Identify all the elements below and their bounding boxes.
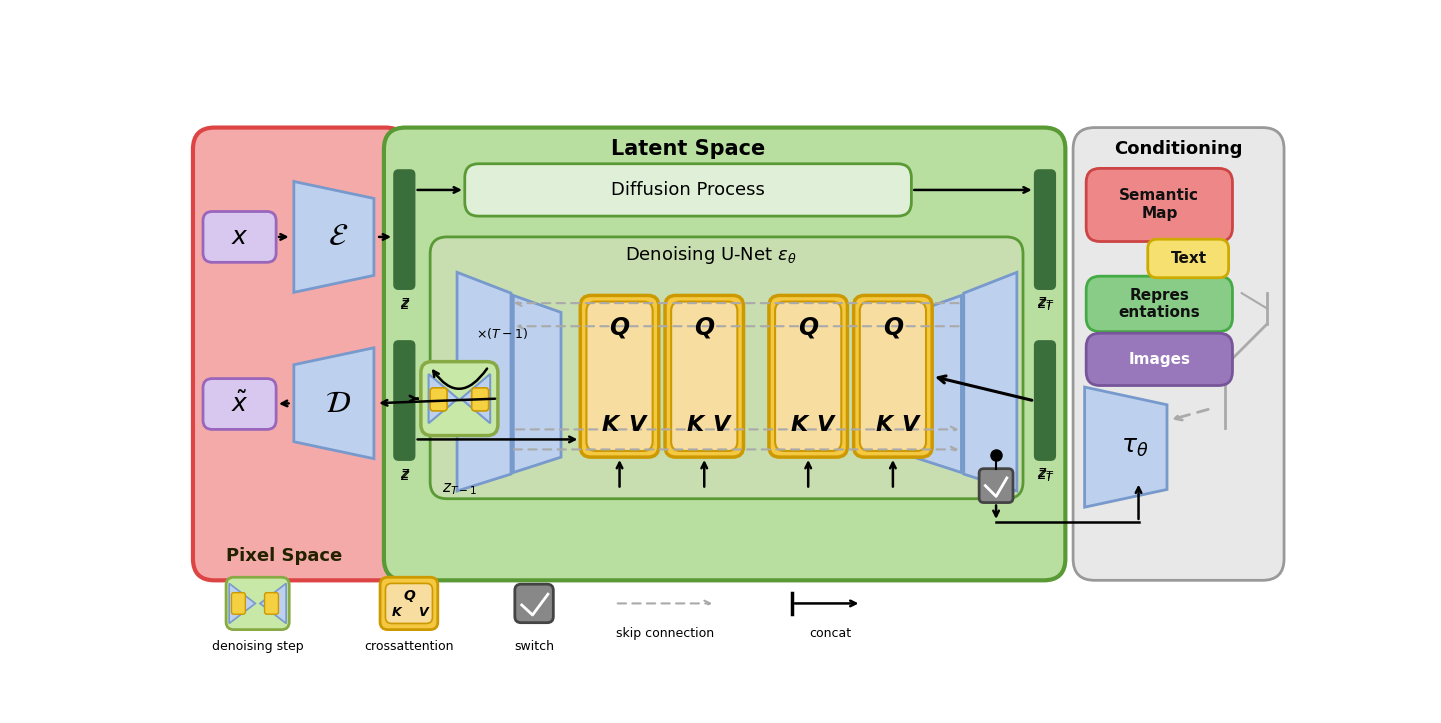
FancyBboxPatch shape	[1087, 276, 1232, 332]
Text: $\tilde{x}$: $\tilde{x}$	[231, 391, 248, 416]
FancyBboxPatch shape	[1074, 127, 1284, 581]
FancyBboxPatch shape	[471, 388, 488, 411]
Text: Text: Text	[1170, 251, 1206, 266]
Text: Q: Q	[883, 316, 904, 340]
Text: denoising step: denoising step	[212, 641, 304, 654]
FancyBboxPatch shape	[393, 170, 415, 289]
Text: V: V	[901, 415, 918, 435]
Polygon shape	[294, 348, 373, 458]
Polygon shape	[428, 374, 458, 423]
FancyBboxPatch shape	[465, 164, 911, 216]
Text: Q: Q	[695, 316, 715, 340]
Text: crossattention: crossattention	[365, 641, 454, 654]
Text: Diffusion Process: Diffusion Process	[611, 181, 765, 199]
Text: $x$: $x$	[231, 225, 248, 249]
Text: $z_T$: $z_T$	[1036, 466, 1053, 482]
Text: $\mathcal{E}$: $\mathcal{E}$	[327, 223, 347, 252]
FancyBboxPatch shape	[393, 341, 415, 461]
FancyBboxPatch shape	[769, 296, 847, 457]
Text: $z_T$: $z_T$	[1036, 468, 1053, 484]
Text: V: V	[817, 415, 834, 435]
FancyBboxPatch shape	[978, 469, 1013, 502]
FancyBboxPatch shape	[429, 388, 447, 411]
Text: V: V	[418, 606, 427, 619]
Text: Images: Images	[1128, 352, 1190, 367]
Text: $z$: $z$	[399, 468, 409, 483]
Text: Repres
entations: Repres entations	[1118, 288, 1200, 320]
Text: K: K	[392, 606, 402, 619]
Text: Q: Q	[403, 589, 415, 603]
FancyBboxPatch shape	[1035, 341, 1055, 461]
Text: concat: concat	[810, 628, 852, 641]
Text: K: K	[686, 415, 703, 435]
Polygon shape	[513, 296, 561, 473]
FancyBboxPatch shape	[775, 301, 842, 451]
FancyBboxPatch shape	[429, 237, 1023, 499]
Text: $z_T$: $z_T$	[1036, 297, 1053, 312]
Text: Conditioning: Conditioning	[1114, 140, 1242, 158]
Text: $\mathcal{D}$: $\mathcal{D}$	[324, 389, 350, 418]
Text: $z_{T-1}$: $z_{T-1}$	[442, 482, 477, 497]
FancyBboxPatch shape	[265, 593, 278, 615]
FancyBboxPatch shape	[860, 301, 927, 451]
Text: $z$: $z$	[399, 296, 409, 310]
Text: K: K	[602, 415, 620, 435]
Text: Q: Q	[798, 316, 818, 340]
FancyBboxPatch shape	[586, 301, 653, 451]
FancyBboxPatch shape	[421, 362, 499, 435]
Text: V: V	[712, 415, 729, 435]
Text: switch: switch	[514, 641, 555, 654]
Polygon shape	[294, 181, 373, 292]
FancyBboxPatch shape	[226, 577, 290, 630]
Polygon shape	[229, 583, 255, 623]
Text: Pixel Space: Pixel Space	[226, 547, 343, 565]
FancyBboxPatch shape	[383, 127, 1065, 581]
FancyBboxPatch shape	[581, 296, 659, 457]
FancyBboxPatch shape	[385, 583, 432, 623]
FancyBboxPatch shape	[193, 127, 406, 581]
FancyBboxPatch shape	[232, 593, 245, 615]
Text: $\tau_\theta$: $\tau_\theta$	[1121, 435, 1148, 459]
FancyBboxPatch shape	[514, 584, 553, 623]
FancyBboxPatch shape	[203, 212, 277, 262]
Polygon shape	[914, 296, 961, 473]
Polygon shape	[1085, 387, 1167, 507]
Polygon shape	[457, 273, 512, 491]
Text: K: K	[790, 415, 807, 435]
Text: $z_T$: $z_T$	[1036, 296, 1053, 311]
Text: Denoising U-Net $\epsilon_\theta$: Denoising U-Net $\epsilon_\theta$	[625, 244, 797, 265]
FancyBboxPatch shape	[1035, 170, 1055, 289]
Polygon shape	[964, 273, 1017, 491]
FancyBboxPatch shape	[853, 296, 932, 457]
Text: Semantic
Map: Semantic Map	[1120, 189, 1199, 221]
Text: K: K	[875, 415, 892, 435]
Polygon shape	[461, 374, 490, 423]
FancyBboxPatch shape	[1087, 333, 1232, 385]
Text: Latent Space: Latent Space	[611, 139, 765, 159]
FancyBboxPatch shape	[1087, 168, 1232, 241]
Polygon shape	[259, 583, 287, 623]
FancyBboxPatch shape	[664, 296, 744, 457]
Text: skip connection: skip connection	[615, 628, 715, 641]
FancyBboxPatch shape	[380, 577, 438, 630]
Text: V: V	[628, 415, 646, 435]
FancyBboxPatch shape	[672, 301, 738, 451]
FancyBboxPatch shape	[1148, 239, 1229, 278]
Text: Q: Q	[610, 316, 630, 340]
Text: $\times(T-1)$: $\times(T-1)$	[476, 325, 527, 341]
Text: $z$: $z$	[399, 466, 409, 482]
FancyBboxPatch shape	[203, 379, 277, 429]
Text: $z$: $z$	[399, 297, 409, 312]
